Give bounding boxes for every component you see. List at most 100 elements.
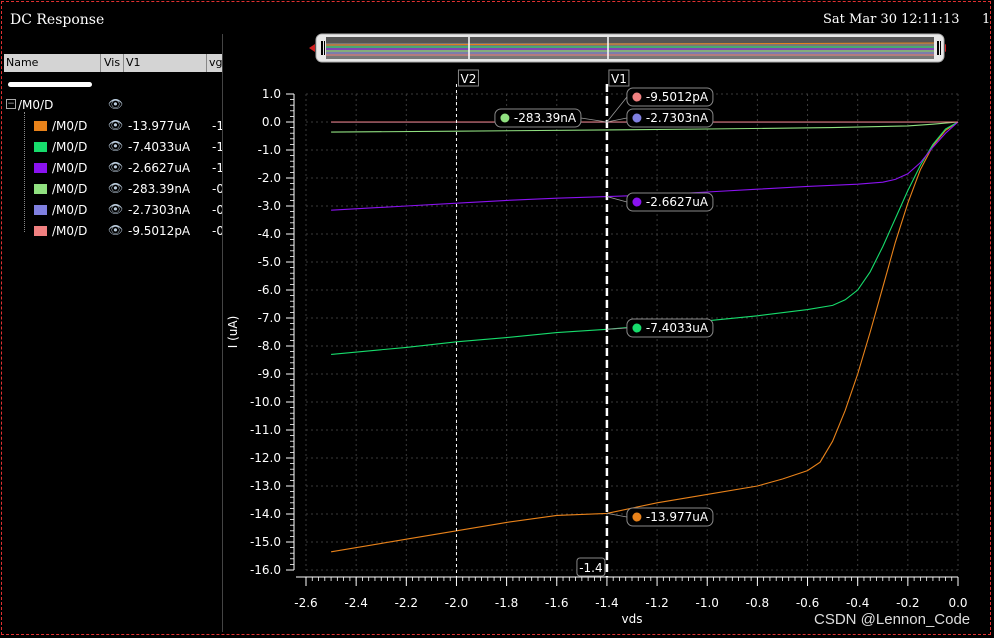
readout-dot (632, 512, 642, 522)
column-header: Name Vis V1 vg (4, 54, 223, 72)
datetime-suffix: 1 (982, 12, 991, 27)
x-tick-label: -1.6 (545, 596, 568, 610)
y-tick-label: -16.0 (250, 563, 281, 577)
readout-value: -2.6627uA (646, 195, 709, 209)
color-swatch (34, 163, 47, 173)
signal-v1-value: -283.39nA (128, 182, 191, 196)
x-tick-label: -0.8 (746, 596, 769, 610)
y-tick-label: -11.0 (250, 423, 281, 437)
signal-v1-value: -2.6627uA (128, 161, 191, 175)
x-tick-label: -2.6 (294, 596, 317, 610)
column-vg[interactable]: vg (209, 56, 223, 69)
series-line (331, 121, 959, 355)
tree-root-label: /M0/D (18, 98, 54, 112)
readout-dot (632, 92, 642, 102)
signal-name: /M0/D (52, 161, 88, 175)
signal-browser-panel: Name Vis V1 vg − /M0/D 👁 /M0/D 👁 -13.977uA… (4, 34, 223, 632)
signal-vg-value: -1 (212, 161, 222, 175)
signal-name: /M0/D (52, 140, 88, 154)
tree-root[interactable]: − /M0/D 👁 (4, 95, 222, 115)
signal-name: /M0/D (52, 203, 88, 217)
readout-dot (632, 197, 642, 207)
x-tick-label: -0.4 (846, 596, 869, 610)
signal-row[interactable]: /M0/D 👁 -2.6627uA -1 (4, 158, 222, 178)
signal-name: /M0/D (52, 224, 88, 238)
signal-v1-value: -13.977uA (128, 119, 191, 133)
signal-vg-value: -1 (212, 140, 222, 154)
readout-leader (580, 117, 607, 123)
y-tick-label: -6.0 (258, 283, 281, 297)
readout-box (626, 108, 714, 128)
collapse-icon[interactable]: − (6, 99, 16, 109)
visibility-eye-icon[interactable]: 👁 (108, 160, 124, 174)
x-axis-label: vds (622, 612, 643, 626)
y-tick-label: -1.0 (258, 143, 281, 157)
y-tick-label: -15.0 (250, 535, 281, 549)
column-vis[interactable]: Vis (104, 56, 121, 69)
signal-v1-value: -7.4033uA (128, 140, 191, 154)
x-tick-label: -1.8 (495, 596, 518, 610)
x-tick-label: -1.4 (595, 596, 618, 610)
readout-value: -9.5012pA (646, 90, 709, 104)
visibility-eye-icon[interactable]: 👁 (108, 139, 124, 153)
readout-value: -283.39nA (514, 111, 577, 125)
y-tick-label: -12.0 (250, 451, 281, 465)
chart-markers[interactable]: V1 -1.4 V2 (455, 69, 630, 577)
column-v1[interactable]: V1 (126, 56, 141, 69)
readout-box (626, 192, 714, 212)
signal-vg-value: -0 (212, 182, 222, 196)
chart-axes: -2.6 -2.4 -2.2 -2.0 -1.8 -1.6 -1.4 -1.2 -1.0 -0.8… (226, 87, 968, 626)
cursor-v1-label: V1 (611, 72, 627, 86)
cursor-v1-tag (608, 69, 630, 87)
series-line (331, 121, 959, 133)
readout-box (626, 87, 714, 107)
visibility-eye-icon[interactable]: 👁 (108, 223, 124, 237)
y-tick-label: -13.0 (250, 479, 281, 493)
x-tick-label: -0.6 (796, 596, 819, 610)
signal-row[interactable]: /M0/D 👁 -9.5012pA -0 (4, 221, 222, 241)
visibility-eye-icon[interactable]: 👁 (108, 118, 124, 132)
signal-v1-value: -2.7303nA (128, 203, 191, 217)
y-tick-label: 0.0 (262, 115, 281, 129)
signal-vg-value: -0 (212, 203, 222, 217)
signal-name: /M0/D (52, 182, 88, 196)
readout-value: -13.977uA (646, 510, 709, 524)
visibility-eye-icon[interactable]: 👁 (108, 97, 124, 111)
visibility-eye-icon[interactable]: 👁 (108, 202, 124, 216)
color-swatch (34, 142, 47, 152)
signal-row[interactable]: /M0/D 👁 -7.4033uA -1 (4, 137, 222, 157)
y-tick-label: 1.0 (262, 87, 281, 101)
signal-vg-value: -0 (212, 224, 222, 238)
readout-leader (606, 327, 627, 330)
overview-series-line (325, 42, 935, 46)
datetime: Sat Mar 30 12:11:13 (823, 12, 960, 27)
overview-scroller[interactable] (306, 33, 946, 63)
signal-row[interactable]: /M0/D 👁 -283.39nA -0 (4, 179, 222, 199)
readout-leader (606, 117, 628, 123)
scroll-left-icon[interactable] (309, 44, 315, 52)
signal-row[interactable]: /M0/D 👁 -2.7303nA -0 (4, 200, 222, 220)
scroll-right-icon[interactable] (945, 44, 946, 52)
readout-box (626, 318, 714, 338)
readout-leader (606, 512, 627, 518)
readout-leader (606, 96, 628, 123)
chart-labels: -9.5012pA -2.7303nA -283.39nA -2.6627uA -7.4… (494, 87, 714, 527)
color-swatch (34, 184, 47, 194)
panel-scrollbar[interactable] (8, 82, 92, 87)
readout-value: -2.7303nA (646, 111, 709, 125)
color-swatch (34, 226, 47, 236)
readout-box (494, 108, 582, 128)
x-tick-label: -2.0 (445, 596, 468, 610)
x-tick-label: -2.4 (344, 596, 367, 610)
readout-dot (632, 323, 642, 333)
y-tick-label: -5.0 (258, 255, 281, 269)
column-name[interactable]: Name (6, 56, 39, 69)
color-swatch (34, 121, 47, 131)
x-tick-label: -1.2 (645, 596, 668, 610)
signal-row[interactable]: /M0/D 👁 -13.977uA -1 (4, 116, 222, 136)
visibility-eye-icon[interactable]: 👁 (108, 181, 124, 195)
cursor-readout: -1.4 (579, 561, 602, 575)
series-line (331, 121, 959, 553)
